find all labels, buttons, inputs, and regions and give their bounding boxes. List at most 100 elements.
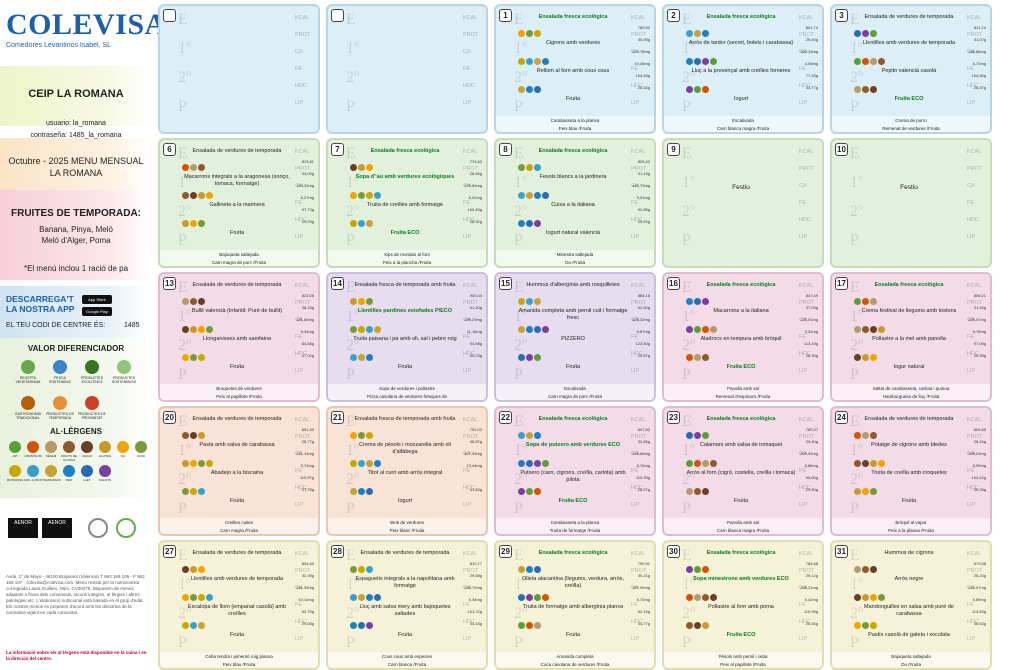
allergen-icon: [135, 441, 147, 453]
day-cell: 15 E 1º 2º P KCAL PROT CA FE HDC LIP Hummus d'alber…: [494, 272, 656, 402]
aenor-cert: AENOR: [8, 518, 38, 538]
allergen-icon: [518, 30, 525, 37]
nutrition-value: 847,49: [805, 293, 818, 298]
allergen-icon: [870, 594, 877, 601]
course-markers: E 1º 2º P: [178, 10, 191, 126]
allergen-icon: [526, 30, 533, 37]
first-course-dish: Crema de pèsols i mozzarella amb oli d'a…: [359, 442, 451, 455]
first-course-dish: Sopa minestrone amb verdures ECO: [693, 576, 789, 582]
nutrition-label: FE: [967, 334, 975, 340]
nutrition-label: HDC: [967, 351, 979, 357]
allergen-item: TRAMUSSOS: [42, 464, 61, 488]
course-markers: E 1º 2º P: [178, 412, 191, 528]
course-letter: 2º: [514, 337, 527, 354]
nutrition-value: 801,74: [805, 25, 818, 30]
allergen-row: [350, 594, 381, 601]
nutrition-label: CA: [295, 49, 303, 55]
nutrition-value: 208,21mg: [800, 585, 818, 590]
nutrition-label: HDC: [463, 619, 475, 625]
dessert-dish: Fruita: [397, 364, 413, 370]
allergen-icon: [854, 488, 861, 495]
fruits-line: Meló d'Alger, Poma: [41, 236, 111, 245]
first-course-dish: Olleta alacantina (llegums, verdura, arr…: [521, 576, 625, 589]
course-letter: 1º: [178, 442, 191, 459]
nutrition-label: PROT: [295, 434, 311, 440]
nutrition-label: PROT: [295, 568, 311, 574]
dinner-line: Pèsols amb pernil i ceba: [718, 654, 768, 659]
nutrition-label: LIP: [967, 234, 976, 240]
dinner-line: Peix blau /Fruita: [558, 125, 592, 131]
app-store-badge[interactable]: App Store: [82, 295, 112, 304]
first-course-dish: Arròs negre: [894, 576, 924, 582]
allergen-icon: [534, 326, 541, 333]
allergen-icon: [198, 460, 205, 467]
course-letter: 2º: [682, 337, 695, 354]
allergen-icon: [182, 488, 189, 495]
nutrition-value: 42,60g: [637, 305, 650, 310]
nutrition-label: HDC: [631, 619, 643, 625]
nutrition-labels: KCAL PROT CA FE HDC LIP: [631, 144, 651, 246]
allergen-icon: [534, 566, 541, 573]
allergen-row: [518, 432, 541, 439]
allergen-icon: [694, 566, 701, 573]
day-cell: 16 E 1º 2º P KCAL PROT CA FE HDC LIP Ensalada fresc…: [662, 272, 824, 402]
course-letter: P: [178, 634, 187, 651]
allergen-icon: [358, 326, 365, 333]
nutrition-label: FE: [295, 468, 303, 474]
allergen-icon: [694, 30, 701, 37]
course-letter: 2º: [850, 605, 863, 622]
course-markers: E 1º 2º P: [514, 10, 527, 126]
nutrition-value: 104,42g: [971, 475, 986, 480]
nutrition-value: 29,40g: [805, 439, 818, 444]
allergen-row: [350, 192, 381, 199]
nutrition-label: PROT: [967, 300, 983, 306]
nutrition-label: HDC: [799, 217, 811, 223]
course-markers: E 1º 2º P: [346, 10, 359, 126]
allergen-icon: [190, 488, 197, 495]
dinner-line: Peix blanc /Fruita: [389, 527, 425, 533]
allergen-row: [182, 220, 205, 227]
day-cell: 9 E 1º 2º P KCAL PROT CA FE HDC LIP Festiu: [662, 138, 824, 268]
allergen-row: [518, 488, 541, 495]
nutrition-label: FE: [631, 334, 639, 340]
nutrition-value: 808,21: [973, 293, 986, 298]
nutrition-label: FE: [967, 66, 975, 72]
allergen-icon: [206, 594, 213, 601]
day-number: 29: [499, 545, 512, 558]
allergen-item: GLUTEN: [96, 440, 114, 464]
nutrition-label: PROT: [295, 32, 311, 38]
nutrition-value: 5,34mg: [300, 329, 314, 334]
nutrition-label: PROT: [799, 568, 815, 574]
course-letter: 2º: [514, 69, 527, 86]
nutrition-label: LIP: [967, 502, 976, 508]
allergen-icon: [350, 460, 357, 467]
nutrition-labels: KCAL PROT CA FE HDC LIP: [463, 278, 483, 380]
nutrition-labels: KCAL PROT CA FE HDC LIP: [967, 546, 987, 648]
allergen-icon: [350, 594, 357, 601]
allergen-icon: [198, 354, 205, 361]
allergen-icon: [870, 488, 877, 495]
day-cell: 17 E 1º 2º P KCAL PROT CA FE HDC LIP Ensalada fresc…: [830, 272, 992, 402]
nutrition-value: 110,99g: [803, 609, 818, 614]
dinner-line: Carabassetа a la planxa: [550, 520, 600, 525]
dinner-line: Amanida completa: [556, 654, 594, 659]
google-play-badge[interactable]: Google Play: [82, 307, 112, 316]
course-letter: E: [514, 279, 524, 296]
course-letter: 1º: [178, 40, 191, 57]
nutrition-label: CA: [631, 451, 639, 457]
nutrition-label: PROT: [967, 32, 983, 38]
valor-item: PRODUCTES DE PROXIMITAT: [76, 394, 108, 430]
allergen-icon: [702, 30, 709, 37]
course-letter: E: [850, 547, 860, 564]
allergen-icon: [870, 86, 877, 93]
nutrition-value: 218,86mg: [632, 451, 650, 456]
nutrition-label: CA: [631, 585, 639, 591]
nutrition-label: HDC: [631, 351, 643, 357]
course-markers: E 1º 2º P: [178, 144, 191, 260]
dessert-dish: Fruita: [901, 498, 917, 504]
course-letter: 1º: [514, 174, 527, 191]
course-letter: 2º: [682, 203, 695, 220]
allergen-icon: [686, 566, 693, 573]
dessert-dish: Iogurt: [733, 96, 749, 102]
nutrition-value: 96,60g: [805, 475, 818, 480]
